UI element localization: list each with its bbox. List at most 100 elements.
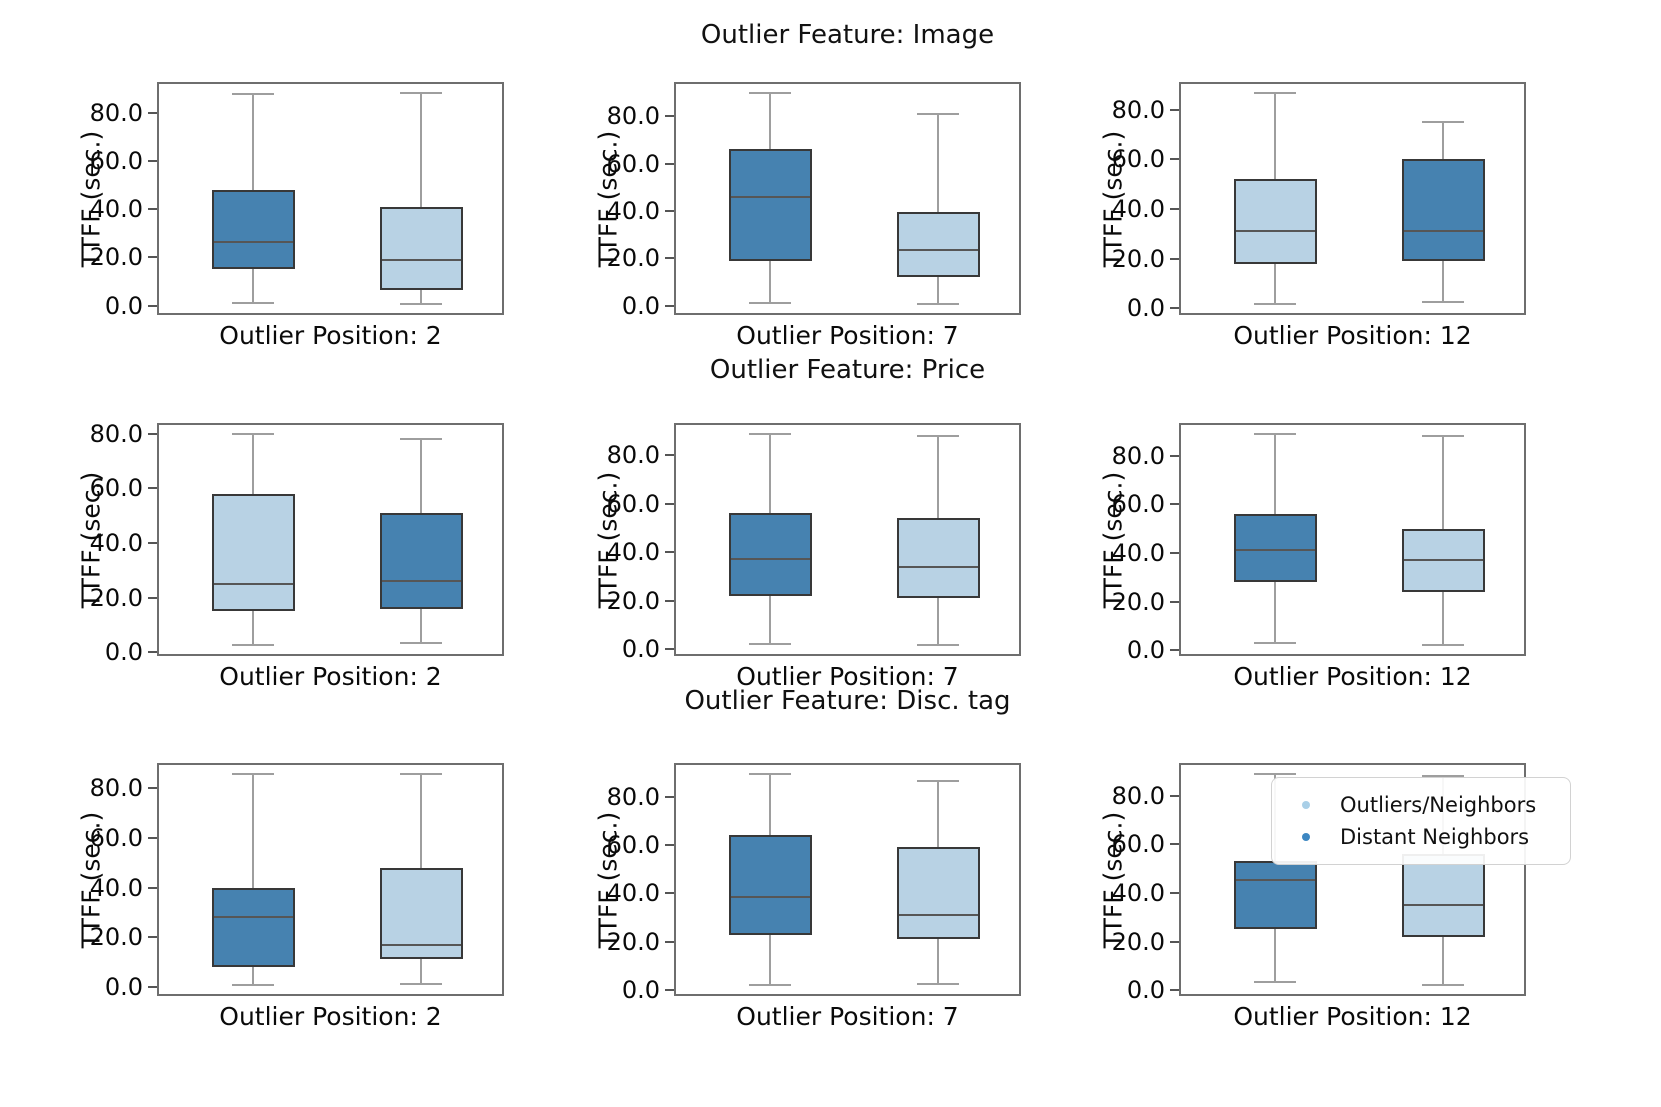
y-tick-mark xyxy=(665,115,674,118)
box-dark xyxy=(1401,159,1485,262)
axes-plot-area xyxy=(1179,82,1526,315)
box-light xyxy=(896,212,980,278)
median-line xyxy=(1235,549,1315,552)
y-tick-mark xyxy=(665,989,674,992)
whisker-cap xyxy=(1254,772,1296,775)
median-line xyxy=(213,916,293,919)
whisker-cap xyxy=(917,112,959,115)
whisker-cap xyxy=(400,438,442,441)
whisker-cap xyxy=(749,302,791,305)
y-tick-mark xyxy=(148,256,157,259)
y-tick-label: 80.0 xyxy=(606,102,660,131)
y-tick-mark xyxy=(1170,940,1179,943)
median-line xyxy=(381,258,461,261)
y-tick-mark xyxy=(148,837,157,839)
y-tick-label: 60.0 xyxy=(1111,145,1165,174)
whisker-cap xyxy=(917,983,959,986)
whisker-cap xyxy=(232,772,274,775)
y-tick-mark xyxy=(665,454,674,457)
axes-plot-area xyxy=(674,82,1021,315)
subplot-title: Outlier Feature: Image xyxy=(700,20,995,50)
axes-plot-area xyxy=(157,763,504,996)
whisker-cap xyxy=(917,435,959,437)
y-tick-mark xyxy=(665,551,674,554)
y-axis-label: TTFF (sec.) xyxy=(593,130,622,267)
y-tick-label: 80.0 xyxy=(89,99,143,128)
median-line xyxy=(1235,878,1315,881)
y-tick-mark xyxy=(148,651,157,654)
y-tick-mark xyxy=(148,985,157,988)
y-tick-label: 0.0 xyxy=(1126,636,1165,665)
whisker-cap xyxy=(232,432,274,435)
y-tick-label: 40.0 xyxy=(89,873,143,902)
whisker-cap xyxy=(1422,121,1464,124)
y-tick-label: 0.0 xyxy=(1126,294,1165,323)
y-tick-label: 0.0 xyxy=(104,972,143,1001)
y-tick-label: 20.0 xyxy=(1111,244,1165,273)
box-light xyxy=(896,518,980,599)
x-axis-label: Outlier Position: 2 xyxy=(219,321,442,350)
subplot-title: Outlier Feature: Disc. tag xyxy=(684,686,1011,716)
y-tick-label: 60.0 xyxy=(606,831,660,859)
y-tick-mark xyxy=(148,936,157,939)
y-tick-label: 20.0 xyxy=(89,243,143,272)
whisker-cap xyxy=(1422,984,1464,987)
y-tick-label: 60.0 xyxy=(1111,490,1165,519)
y-tick-label: 80.0 xyxy=(89,419,143,448)
y-tick-label: 0.0 xyxy=(1126,976,1165,1005)
box-dark xyxy=(211,190,295,270)
y-tick-mark xyxy=(148,541,157,544)
y-tick-mark xyxy=(1170,208,1179,211)
y-tick-label: 40.0 xyxy=(606,196,660,225)
box-dark xyxy=(1233,513,1317,583)
whisker-cap xyxy=(400,641,442,644)
box-light xyxy=(379,867,463,960)
whisker-cap xyxy=(1254,641,1296,644)
whisker-cap xyxy=(232,302,274,305)
whisker-cap xyxy=(1254,980,1296,983)
median-line xyxy=(898,248,978,251)
whisker-cap xyxy=(1422,775,1464,778)
y-tick-mark xyxy=(665,209,674,212)
whisker-cap xyxy=(1254,303,1296,306)
y-tick-mark xyxy=(665,940,674,943)
whisker-cap xyxy=(232,92,274,95)
y-tick-label: 20.0 xyxy=(1111,927,1165,956)
y-tick-label: 40.0 xyxy=(606,538,660,567)
y-tick-label: 80.0 xyxy=(1111,781,1165,810)
y-tick-mark xyxy=(1170,600,1179,603)
box-light xyxy=(379,206,463,290)
y-tick-label: 60.0 xyxy=(89,824,143,852)
y-tick-mark xyxy=(1170,843,1179,846)
box-light xyxy=(896,847,980,940)
y-tick-mark xyxy=(148,208,157,211)
y-tick-mark xyxy=(665,648,674,651)
y-tick-mark xyxy=(1170,158,1179,161)
whisker-cap xyxy=(749,432,791,435)
median-line xyxy=(1235,230,1315,233)
whisker-cap xyxy=(749,643,791,646)
y-axis-label: TTFF (sec.) xyxy=(593,471,622,608)
legend-item: Distant Neighbors xyxy=(1282,824,1560,850)
whisker-cap xyxy=(917,644,959,647)
y-tick-label: 0.0 xyxy=(104,638,143,667)
y-tick-label: 40.0 xyxy=(1111,195,1165,224)
x-axis-label: Outlier Position: 7 xyxy=(736,1002,959,1031)
whisker-cap xyxy=(232,644,274,647)
y-tick-label: 60.0 xyxy=(606,149,660,178)
box-light xyxy=(211,493,295,612)
axes-plot-area xyxy=(1179,423,1526,656)
y-tick-label: 0.0 xyxy=(621,976,660,1005)
y-axis-label: TTFF (sec.) xyxy=(1098,471,1127,608)
y-tick-mark xyxy=(1170,891,1179,894)
y-tick-label: 80.0 xyxy=(606,441,660,470)
whisker-line xyxy=(420,92,422,305)
whisker-cap xyxy=(749,772,791,775)
y-tick-mark xyxy=(148,886,157,889)
axes-plot-area xyxy=(157,82,504,315)
whisker-cap xyxy=(1422,435,1464,438)
whisker-line xyxy=(937,113,939,305)
whisker-cap xyxy=(1254,91,1296,94)
x-axis-label: Outlier Position: 12 xyxy=(1233,321,1472,350)
y-tick-mark xyxy=(1170,307,1179,310)
